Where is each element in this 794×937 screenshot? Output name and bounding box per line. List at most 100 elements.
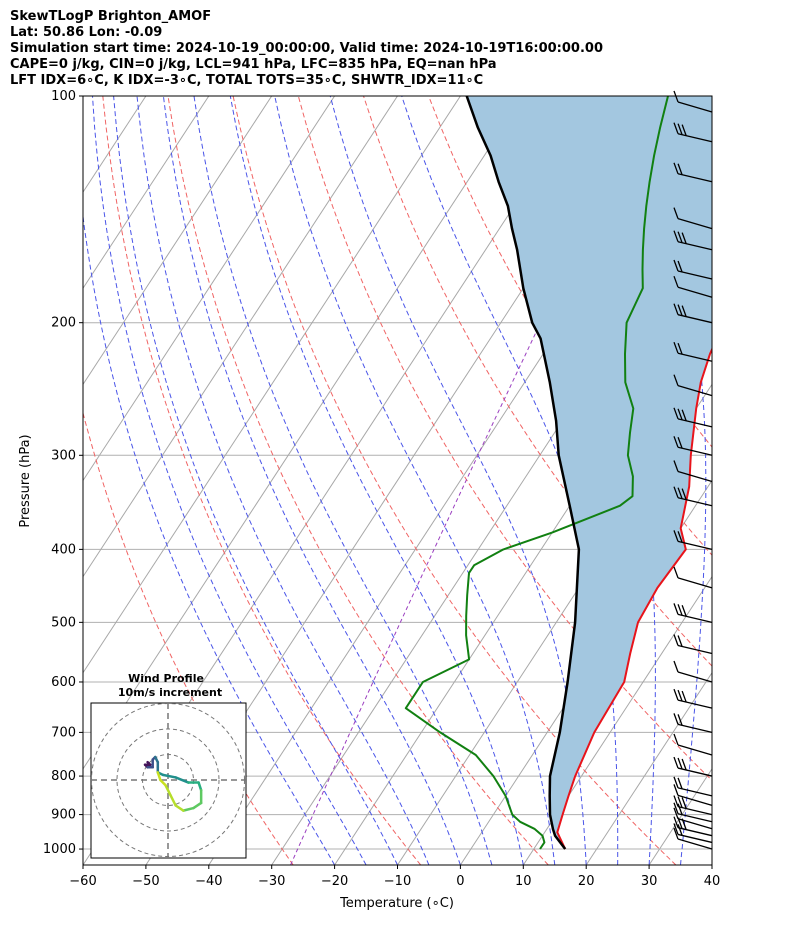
wind-barb xyxy=(673,660,713,683)
wind-barbs xyxy=(673,90,713,850)
isotherm-line xyxy=(83,96,398,578)
wind-barb xyxy=(673,374,713,397)
x-tick-label: 10 xyxy=(515,874,532,889)
wind-barb xyxy=(673,827,713,850)
wind-barb xyxy=(673,341,713,362)
wind-barb xyxy=(673,259,713,280)
y-tick-label: 300 xyxy=(51,448,76,463)
y-tick-label: 900 xyxy=(51,808,76,823)
wind-barb xyxy=(673,784,713,806)
wind-barb xyxy=(673,776,713,797)
wind-barb xyxy=(673,566,713,589)
y-tick-label: 200 xyxy=(51,316,76,331)
wind-barb xyxy=(673,795,713,816)
mixing-ratio-line xyxy=(290,96,651,865)
hodograph-segment xyxy=(174,804,185,812)
parcel-line xyxy=(465,96,581,850)
wind-barb xyxy=(673,122,713,143)
moist-adiabat xyxy=(193,96,493,865)
moist-adiabat xyxy=(621,96,707,865)
x-tick-label: 40 xyxy=(704,874,721,889)
hodograph-subtitle: 10m/s increment xyxy=(118,686,222,699)
y-tick-label: 700 xyxy=(51,725,76,740)
moist-adiabat xyxy=(229,96,524,865)
isotherm-line xyxy=(83,96,210,290)
wind-barb xyxy=(673,275,713,298)
dry-adiabat xyxy=(232,96,677,865)
wind-barb xyxy=(673,436,713,456)
isotherm-line xyxy=(83,96,84,97)
y-tick-label: 800 xyxy=(51,769,76,784)
chart-title: SkewTLogP Brighton_AMOF xyxy=(10,9,212,24)
dry-adiabat xyxy=(83,411,294,865)
wind-barb xyxy=(673,756,713,777)
hodograph-segment xyxy=(164,783,172,797)
hodograph-inset: Wind Profile 10m/s increment xyxy=(90,672,247,859)
y-tick-label: 400 xyxy=(51,542,76,557)
x-tick-label: −30 xyxy=(258,874,285,889)
y-tick-label: 500 xyxy=(51,615,76,630)
profile-lines xyxy=(404,96,712,850)
wind-barb xyxy=(673,460,713,483)
isotherm-line xyxy=(83,96,273,386)
hodograph-segment xyxy=(197,781,203,792)
wind-barb xyxy=(673,823,713,844)
wind-barb xyxy=(673,207,713,230)
wind-barb xyxy=(673,688,713,709)
moist-adiabat xyxy=(711,861,712,865)
wind-barb xyxy=(673,802,713,823)
hodograph-segment xyxy=(169,794,177,807)
dry-adiabat xyxy=(102,96,422,865)
hodograph-title: Wind Profile xyxy=(128,672,204,685)
time-line: Simulation start time: 2024-10-19_00:00:… xyxy=(10,41,603,56)
wind-barb xyxy=(673,807,713,830)
isotherm-line xyxy=(83,96,336,482)
moist-adiabat xyxy=(92,96,367,865)
moist-adiabat xyxy=(83,212,336,865)
y-tick-label: 1000 xyxy=(43,842,76,857)
wind-barb xyxy=(673,634,713,655)
wind-barb xyxy=(673,603,713,623)
moist-adiabat xyxy=(274,96,556,865)
dry-adiabat xyxy=(754,96,794,865)
wind-barb xyxy=(673,303,713,324)
moist-adiabat xyxy=(329,96,587,865)
x-tick-label: 0 xyxy=(456,874,464,889)
x-tick-label: 20 xyxy=(578,874,595,889)
moist-adiabat xyxy=(162,96,461,865)
axis-ticks: −60 −50 −40 −30 −20 −10 0 10 20 30 40 1000 900 800 700… xyxy=(43,89,720,889)
moist-adiabat xyxy=(136,96,430,865)
y-tick-label: 100 xyxy=(51,89,76,104)
indices-line: LFT IDX=6∘C, K IDX=-3∘C, TOTAL TOTS=35∘C… xyxy=(10,73,484,88)
temperature-line xyxy=(556,347,712,850)
hodograph-segment xyxy=(174,776,190,784)
x-tick-label: −40 xyxy=(195,874,222,889)
wind-barb xyxy=(673,486,713,507)
wind-barb xyxy=(673,230,713,251)
x-tick-label: −50 xyxy=(132,874,159,889)
x-tick-label: −10 xyxy=(384,874,411,889)
moist-adiabat xyxy=(113,96,398,865)
dewpoint-line xyxy=(404,96,669,850)
isotherm-line xyxy=(522,575,712,865)
wind-barb xyxy=(673,713,713,734)
dry-adiabat xyxy=(167,96,549,865)
x-tick-label: 30 xyxy=(641,874,658,889)
x-tick-label: −20 xyxy=(321,874,348,889)
isotherm-line xyxy=(83,96,461,674)
hodograph-segment xyxy=(192,801,203,810)
hodograph-segment xyxy=(156,771,162,782)
wind-barb xyxy=(673,733,713,756)
isotherm-line xyxy=(711,864,712,865)
x-tick-label: −60 xyxy=(69,874,96,889)
cape-line: CAPE=0 j/kg, CIN=0 j/kg, LCL=941 hPa, LF… xyxy=(10,57,497,72)
y-tick-label: 600 xyxy=(51,675,76,690)
dry-adiabat xyxy=(363,96,712,667)
hodograph-segment xyxy=(161,773,177,779)
wind-barb xyxy=(673,162,713,183)
wind-barb xyxy=(673,407,713,428)
y-axis-label: Pressure (hPa) xyxy=(18,434,33,527)
isotherm-line xyxy=(585,671,712,865)
wind-barb xyxy=(673,530,713,551)
